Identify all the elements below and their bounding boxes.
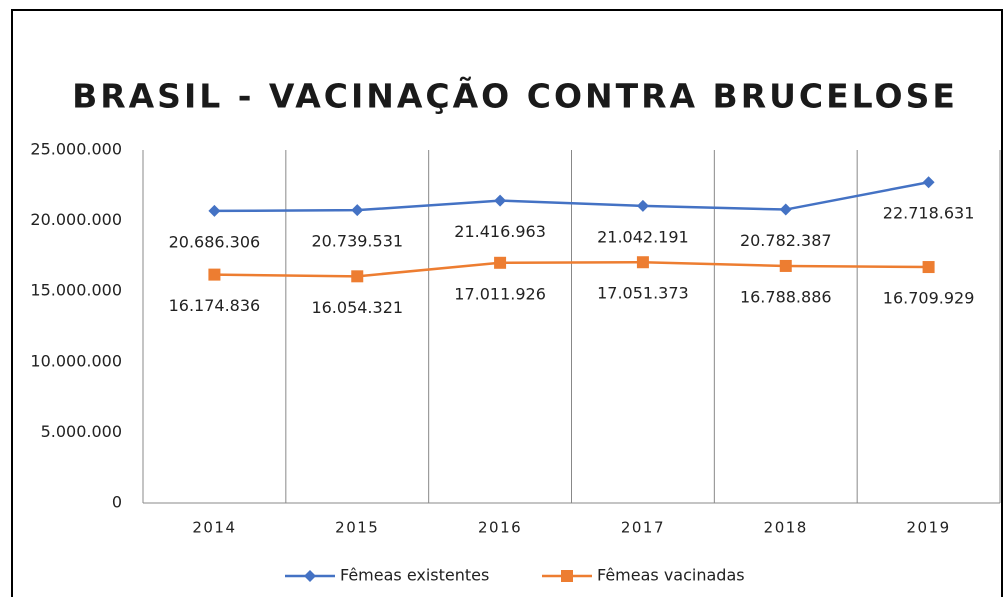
marker bbox=[351, 270, 364, 283]
data-label: 17.011.926 bbox=[454, 284, 546, 303]
data-label: 21.042.191 bbox=[597, 227, 689, 246]
marker bbox=[208, 204, 221, 217]
marker bbox=[922, 261, 935, 274]
marker bbox=[351, 204, 364, 217]
data-label: 17.051.373 bbox=[597, 284, 689, 303]
marker bbox=[636, 256, 649, 269]
y-tick-label: 20.000.000 bbox=[30, 210, 122, 229]
data-label: 22.718.631 bbox=[883, 204, 975, 223]
marker bbox=[208, 268, 221, 281]
y-tick-label: 15.000.000 bbox=[30, 281, 122, 300]
data-label: 16.788.886 bbox=[740, 287, 832, 306]
legend-label: Fêmeas existentes bbox=[340, 566, 489, 585]
data-label: 21.416.963 bbox=[454, 222, 546, 241]
y-tick-label: 0 bbox=[112, 493, 122, 512]
series-line bbox=[214, 260, 929, 278]
legend-marker bbox=[561, 570, 573, 582]
data-label: 20.739.531 bbox=[311, 232, 403, 251]
x-tick-label: 2018 bbox=[764, 519, 808, 537]
legend-marker bbox=[304, 570, 316, 582]
x-tick-label: 2019 bbox=[906, 519, 950, 537]
x-tick-label: 2015 bbox=[335, 519, 379, 537]
marker bbox=[779, 259, 792, 272]
legend-label: Fêmeas vacinadas bbox=[597, 566, 745, 585]
marker bbox=[779, 203, 792, 216]
data-label: 16.709.929 bbox=[883, 289, 975, 308]
data-label: 20.686.306 bbox=[169, 232, 261, 251]
y-tick-label: 5.000.000 bbox=[41, 422, 122, 441]
chart-border bbox=[11, 9, 1003, 597]
marker bbox=[494, 194, 507, 207]
x-tick-label: 2016 bbox=[478, 519, 522, 537]
data-label: 16.174.836 bbox=[169, 296, 261, 315]
chart-title: BRASIL - VACINAÇÃO CONTRA BRUCELOSE bbox=[72, 76, 958, 116]
data-label: 20.782.387 bbox=[740, 231, 832, 250]
marker bbox=[636, 199, 649, 212]
data-label: 16.054.321 bbox=[311, 298, 403, 317]
y-tick-label: 10.000.000 bbox=[30, 351, 122, 370]
series-line bbox=[214, 180, 929, 213]
marker bbox=[494, 256, 507, 269]
marker bbox=[922, 176, 935, 189]
x-tick-label: 2017 bbox=[621, 519, 665, 537]
y-tick-label: 25.000.000 bbox=[30, 140, 122, 159]
x-tick-label: 2014 bbox=[192, 519, 236, 537]
